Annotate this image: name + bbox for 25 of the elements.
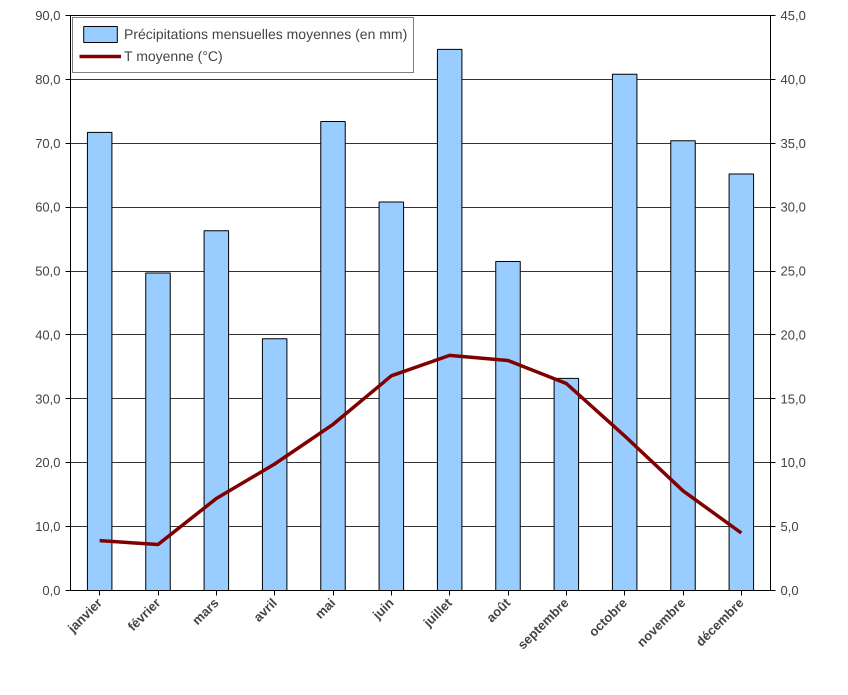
line-series xyxy=(98,354,744,546)
y-tick-label: 40,0 xyxy=(35,327,61,342)
y2-tick-label: 45,0 xyxy=(780,8,806,23)
y-tick-label: 80,0 xyxy=(35,72,61,87)
y2-tick-label: 40,0 xyxy=(780,72,806,87)
y2-tick-label: 20,0 xyxy=(780,327,806,342)
y-tick-label: 20,0 xyxy=(35,455,61,470)
y2-tick-label: 5,0 xyxy=(780,519,799,534)
x-tick-label: mai xyxy=(312,595,338,622)
y-tick-label: 90,0 xyxy=(35,8,61,23)
y2-tick-label: 0,0 xyxy=(780,583,799,598)
y-tick-label: 10,0 xyxy=(35,519,61,534)
y2-tick-label: 10,0 xyxy=(780,455,806,470)
y2-tick-label: 30,0 xyxy=(780,200,806,215)
y2-tick-label: 35,0 xyxy=(780,136,806,151)
legend-label: T moyenne (°C) xyxy=(124,48,223,64)
y-tick-label: 70,0 xyxy=(35,136,61,151)
y-tick-label: 0,0 xyxy=(42,583,61,598)
y-tick-label: 30,0 xyxy=(35,391,61,406)
y-tick-label: 60,0 xyxy=(35,200,61,215)
y2-tick-label: 25,0 xyxy=(780,264,806,279)
legend-label: Précipitations mensuelles moyennes (en mm) xyxy=(124,26,408,42)
x-tick-label: juin xyxy=(368,595,397,623)
y2-tick-label: 15,0 xyxy=(780,391,806,406)
y-tick-label: 50,0 xyxy=(35,264,61,279)
